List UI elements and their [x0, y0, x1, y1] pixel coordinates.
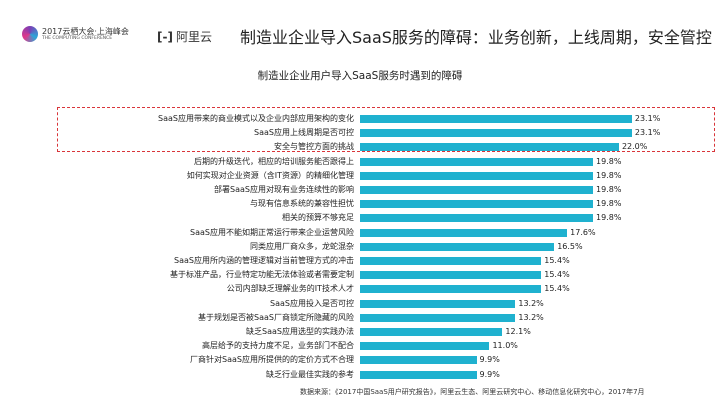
category-label: SaaS应用投入是否可控	[270, 298, 354, 308]
category-label: SaaS应用不能如期正常运行带来企业运营风险	[190, 227, 354, 237]
value-label: 23.1%	[634, 128, 661, 138]
value-label: 11.0%	[492, 341, 518, 351]
value-label: 23.1%	[634, 114, 661, 123]
category-label: 安全与管控方面的挑战	[274, 142, 354, 152]
bar	[360, 186, 594, 194]
aliyun-logo: [-] 阿里云	[157, 28, 212, 45]
value-label: 22.0%	[621, 142, 648, 152]
bar	[360, 242, 555, 251]
value-label: 15.4%	[544, 284, 570, 294]
category-label: 后期的升级迭代，相应的培训服务能否跟得上	[194, 156, 354, 166]
value-label: 12.1%	[505, 327, 531, 336]
value-label: 13.2%	[518, 312, 544, 322]
category-label: 高层给予的支持力度不足，业务部门不配合	[202, 341, 354, 351]
category-label: 基于规划是否被SaaS厂商锁定所隐藏的风险	[198, 312, 354, 322]
chart-title: 制造业企业用户导入SaaS服务时遇到的障碍	[257, 70, 463, 82]
bar	[360, 143, 619, 152]
value-label: 13.2%	[518, 298, 544, 308]
value-label: 16.5%	[557, 241, 583, 251]
bar	[360, 356, 477, 365]
source-note: 数据来源：《2017中国SaaS用户研究报告》，阿里云生态、阿里云研究中心、移动…	[300, 388, 645, 396]
category-label: 基于标准产品，行业特定功能无法体验或者需要定制	[170, 270, 354, 280]
value-label: 15.4%	[544, 270, 570, 280]
category-label: 厂商针对SaaS应用所提供的的定价方式不合理	[190, 355, 354, 365]
bar	[360, 200, 594, 209]
value-label: 19.8%	[596, 185, 622, 194]
bar	[360, 285, 542, 294]
conference-logo-icon	[22, 26, 38, 42]
category-label: SaaS应用上线周期是否可控	[254, 128, 354, 138]
bar	[360, 129, 632, 138]
value-label: 9.9%	[479, 355, 500, 365]
value-label: 15.4%	[544, 256, 570, 265]
value-label: 19.8%	[596, 213, 622, 223]
bar	[360, 328, 503, 336]
highlight-box	[57, 107, 715, 152]
category-label: 如何实现对企业资源（含IT资源）的精细化管理	[186, 170, 354, 180]
bar	[360, 171, 594, 180]
category-label: 部署SaaS应用对现有业务连续性的影响	[214, 185, 354, 194]
bar	[360, 214, 594, 223]
category-label: 与现有信息系统的兼容性担忧	[250, 199, 354, 209]
category-label: 公司内部缺乏理解业务的IT技术人才	[226, 284, 354, 294]
aliyun-icon: [-]	[157, 29, 173, 44]
category-label: 相关的预算不够充足	[282, 213, 354, 223]
bar	[360, 228, 568, 237]
bar	[360, 370, 477, 379]
brand-name: 阿里云	[175, 30, 212, 44]
bar	[360, 299, 516, 308]
conference-name: 2017云栖大会·上海峰会	[42, 26, 129, 36]
bar	[360, 271, 542, 280]
value-label: 19.8%	[596, 170, 622, 180]
conference-logo: 2017云栖大会·上海峰会 THE COMPUTING CONFERENCE	[22, 26, 129, 42]
bar	[360, 313, 516, 322]
value-label: 9.9%	[479, 369, 500, 379]
bar	[360, 342, 490, 351]
category-label: SaaS应用所内涵的管理逻辑对当前管理方式的冲击	[174, 256, 354, 265]
category-label: 缺乏行业最佳实践的参考	[266, 369, 354, 379]
category-label: 同类应用厂商众多，龙蛇混杂	[250, 241, 354, 251]
page-title: 制造业企业导入SaaS服务的障碍：业务创新，上线周期，安全管控	[240, 28, 712, 47]
category-label: SaaS应用带来的商业模式以及企业内部应用架构的变化	[158, 114, 354, 123]
value-label: 17.6%	[570, 227, 596, 237]
category-label: 缺乏SaaS应用选型的实践办法	[246, 327, 354, 336]
bar	[360, 157, 594, 166]
value-label: 19.8%	[596, 199, 622, 209]
value-label: 19.8%	[596, 156, 622, 166]
bar	[360, 115, 632, 123]
conference-name-en: THE COMPUTING CONFERENCE	[42, 35, 113, 41]
bar	[360, 257, 542, 265]
